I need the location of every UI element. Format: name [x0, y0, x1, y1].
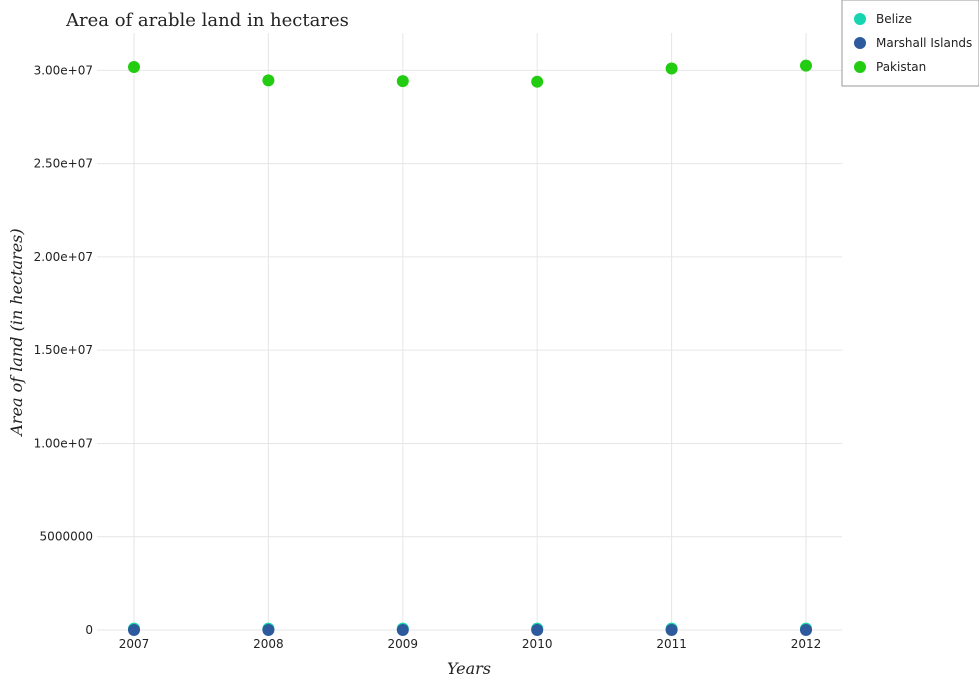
x-tick-label: 2009 [388, 637, 419, 651]
point-marshall-islands [396, 623, 409, 636]
legend-label-marshall-islands: Marshall Islands [876, 36, 972, 50]
legend-label-pakistan: Pakistan [876, 60, 926, 74]
plot-area-frame [97, 33, 842, 630]
y-tick-label: 2.00e+07 [34, 250, 93, 264]
legend-marker-marshall-islands [854, 37, 866, 49]
legend-marker-pakistan [854, 61, 866, 73]
x-tick-label: 2012 [791, 637, 822, 651]
point-marshall-islands [262, 623, 275, 636]
grid-lines [97, 33, 842, 631]
legend: Belize Marshall Islands Pakistan [841, 0, 979, 87]
x-axis-ticks: 2007 2008 2009 2010 2011 2012 [119, 637, 822, 651]
y-tick-label: 3.00e+07 [34, 63, 93, 77]
point-marshall-islands [665, 623, 678, 636]
point-marshall-islands [128, 623, 140, 636]
data-points [128, 59, 812, 636]
y-axis-label: Area of land (in hectares) [7, 228, 26, 437]
x-axis-label: Years [447, 659, 491, 678]
chart-title: Area of arable land in hectares [65, 10, 349, 31]
x-tick-label: 2010 [522, 637, 553, 651]
point-marshall-islands [531, 623, 544, 636]
point-pakistan [396, 75, 409, 88]
y-tick-label: 2.50e+07 [34, 157, 93, 171]
point-pakistan [665, 62, 678, 75]
legend-marker-belize [854, 13, 866, 25]
y-tick-label: 5000000 [40, 530, 93, 544]
point-pakistan [128, 60, 140, 73]
y-tick-label: 1.00e+07 [34, 436, 93, 450]
x-tick-label: 2007 [119, 637, 150, 651]
x-tick-label: 2008 [253, 637, 284, 651]
point-pakistan [262, 74, 275, 87]
point-marshall-islands [800, 623, 812, 636]
legend-label-belize: Belize [876, 12, 912, 26]
point-pakistan [800, 59, 812, 72]
point-pakistan [531, 75, 544, 88]
y-axis-ticks: 0 5000000 1.00e+07 1.50e+07 2.00e+07 2.50e+07… [34, 63, 93, 637]
x-tick-label: 2011 [656, 637, 687, 651]
y-tick-label: 1.50e+07 [34, 343, 93, 357]
y-tick-label: 0 [85, 623, 93, 637]
